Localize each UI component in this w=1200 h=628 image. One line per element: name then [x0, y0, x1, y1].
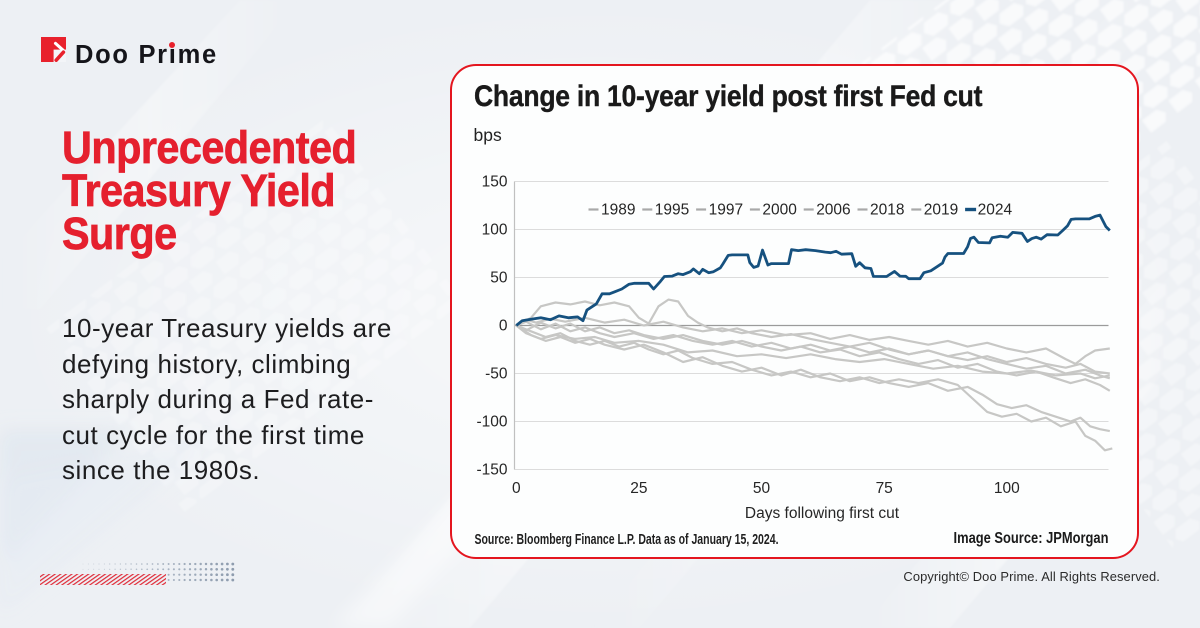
svg-text:2024: 2024	[977, 201, 1012, 218]
svg-text:Days following first cut: Days following first cut	[744, 505, 899, 522]
svg-text:1989: 1989	[601, 201, 635, 218]
svg-text:2000: 2000	[762, 201, 797, 218]
svg-text:1995: 1995	[654, 201, 688, 218]
svg-text:Source: Bloomberg Finance L.P.: Source: Bloomberg Finance L.P. Data as o…	[474, 532, 778, 548]
svg-text:2019: 2019	[923, 201, 957, 218]
svg-text:75: 75	[875, 480, 892, 497]
svg-text:Image Source: JPMorgan: Image Source: JPMorgan	[953, 530, 1108, 547]
svg-text:-150: -150	[476, 461, 507, 478]
svg-text:50: 50	[752, 480, 770, 497]
svg-text:25: 25	[630, 480, 647, 497]
svg-text:-100: -100	[476, 413, 507, 430]
svg-text:2006: 2006	[816, 201, 850, 218]
svg-text:1997: 1997	[708, 201, 742, 218]
svg-text:100: 100	[993, 480, 1019, 497]
svg-text:0: 0	[498, 317, 507, 334]
svg-text:2018: 2018	[870, 201, 904, 218]
svg-text:-50: -50	[485, 365, 508, 382]
svg-text:50: 50	[490, 269, 508, 286]
svg-text:150: 150	[481, 173, 507, 190]
svg-text:0: 0	[511, 480, 520, 497]
svg-text:100: 100	[481, 221, 507, 238]
